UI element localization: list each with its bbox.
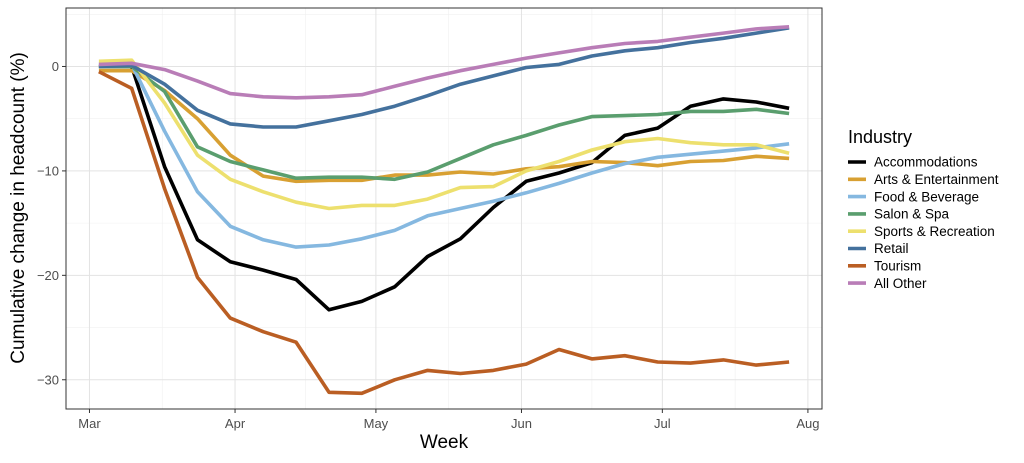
series-line-5 xyxy=(98,26,790,129)
legend-title: Industry xyxy=(848,127,912,147)
series-line-4 xyxy=(98,58,790,211)
series-line-7 xyxy=(98,25,790,100)
x-axis: Mar Apr May Jun Jul Aug xyxy=(78,409,819,431)
x-axis-title: Week xyxy=(420,432,469,453)
series-line-2 xyxy=(98,61,790,249)
y-tick-label: 0 xyxy=(52,59,59,74)
series-line-0 xyxy=(98,64,790,312)
y-axis: 0 −10 −20 −30 xyxy=(37,59,66,387)
panel-background xyxy=(66,8,822,409)
x-tick-label: May xyxy=(364,416,389,431)
x-tick-label: Mar xyxy=(78,416,101,431)
legend: Industry Accommodations Arts & Entertainm… xyxy=(848,127,999,291)
series-line-6 xyxy=(98,70,790,396)
legend-label-0: Accommodations xyxy=(874,155,978,170)
y-tick-label: −30 xyxy=(37,372,59,387)
legend-label-5: Retail xyxy=(874,241,909,256)
x-tick-label: Aug xyxy=(796,416,819,431)
y-tick-label: −20 xyxy=(37,268,59,283)
legend-label-7: All Other xyxy=(874,276,927,291)
y-axis-title: Cumulative change in headcount (%) xyxy=(8,52,29,364)
panel-border xyxy=(65,7,823,410)
legend-label-1: Arts & Entertainment xyxy=(874,172,999,187)
series-line-1 xyxy=(98,68,790,184)
legend-label-2: Food & Beverage xyxy=(874,189,979,204)
y-tick-label: −10 xyxy=(37,163,59,178)
series-lines xyxy=(98,25,790,396)
x-tick-label: Jun xyxy=(511,416,532,431)
x-tick-label: Jul xyxy=(654,416,671,431)
grid-lines xyxy=(66,8,822,409)
x-tick-label: Apr xyxy=(225,416,246,431)
series-line-3 xyxy=(98,64,790,182)
legend-label-4: Sports & Recreation xyxy=(874,224,995,239)
legend-label-3: Salon & Spa xyxy=(874,207,950,222)
legend-label-6: Tourism xyxy=(874,259,921,274)
